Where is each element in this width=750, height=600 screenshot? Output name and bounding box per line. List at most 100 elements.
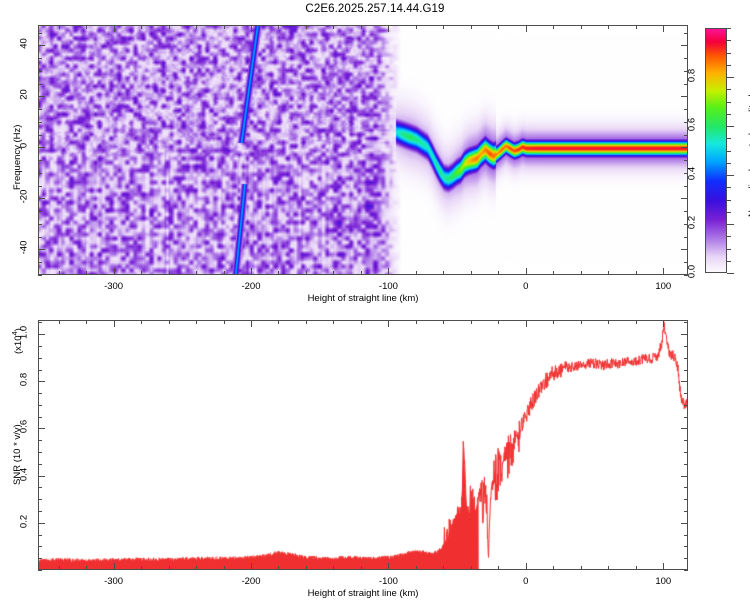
axis-tick	[58, 271, 60, 275]
axis-tick	[58, 25, 60, 29]
axis-tick	[684, 499, 688, 501]
axis-tick	[727, 248, 731, 250]
axis-tick	[663, 268, 665, 275]
axis-tick	[415, 320, 417, 324]
axis-tick	[684, 58, 688, 60]
axis-tick	[388, 25, 390, 32]
axis-tick	[38, 223, 42, 225]
axis-tick	[223, 566, 225, 570]
axis-tick	[684, 369, 688, 371]
axis-tick	[388, 320, 390, 327]
axis-tick	[681, 249, 688, 251]
axis-tick	[38, 404, 42, 406]
axis-tick	[113, 563, 115, 570]
axis-tick	[38, 70, 42, 72]
axis-tick	[663, 320, 665, 327]
axis-tick	[684, 134, 688, 136]
axis-tick	[38, 83, 42, 85]
axis-tick	[38, 160, 42, 162]
axis-tick	[684, 70, 688, 72]
axis-tick	[663, 563, 665, 570]
axis-tick	[608, 25, 610, 29]
axis-tick	[38, 475, 45, 477]
axis-tick	[415, 25, 417, 29]
colorbar-tick-label: 0.4	[686, 166, 698, 181]
axis-tick	[470, 320, 472, 324]
axis-tick	[86, 320, 88, 324]
axis-tick	[388, 268, 390, 275]
axis-tick	[663, 25, 665, 32]
axis-tick	[38, 381, 45, 383]
axis-tick	[38, 45, 45, 47]
axis-tick	[635, 566, 637, 570]
y-tick-label: -40	[18, 241, 30, 255]
axis-tick	[305, 271, 307, 275]
axis-tick	[684, 558, 688, 560]
axis-tick	[251, 268, 252, 275]
axis-tick	[684, 546, 688, 548]
spectrogram-canvas	[39, 26, 687, 274]
axis-tick	[196, 320, 198, 324]
axis-tick	[498, 320, 500, 324]
axis-tick	[727, 224, 734, 225]
axis-tick	[681, 475, 688, 477]
spectrogram-axes	[38, 25, 688, 275]
axis-tick	[727, 77, 734, 78]
axis-tick	[684, 487, 688, 489]
colorbar-canvas	[706, 29, 726, 272]
axis-tick	[38, 236, 42, 238]
axis-tick	[727, 273, 734, 274]
axis-tick	[360, 320, 362, 324]
axis-tick	[38, 499, 42, 501]
axis-tick	[727, 113, 731, 115]
axis-tick	[223, 271, 225, 275]
axis-tick	[141, 566, 143, 570]
axis-tick	[333, 25, 335, 29]
y-tick-label: 0.8	[18, 373, 30, 387]
axis-tick	[443, 25, 445, 29]
x-tick-label: -200	[241, 576, 261, 587]
axis-tick	[168, 320, 170, 324]
axis-tick	[360, 271, 362, 275]
axis-tick	[251, 25, 252, 32]
axis-tick	[278, 271, 280, 275]
axis-tick	[684, 440, 688, 442]
axis-tick	[38, 393, 42, 395]
axis-tick	[86, 25, 88, 29]
page-title: C2E6.2025.257.14.44.G19	[305, 3, 445, 15]
colorbar-tick-label: 0.2	[686, 215, 698, 230]
axis-tick	[684, 109, 688, 111]
axis-tick	[251, 563, 252, 570]
axis-tick	[727, 52, 731, 54]
y-tick-label: 40	[18, 38, 30, 50]
axis-tick	[38, 121, 42, 123]
spectrogram-xlabel: Height of straight line (km)	[307, 293, 419, 304]
spectrogram-ylabel: Frequency (Hz)	[12, 124, 23, 190]
axis-tick	[196, 25, 198, 29]
axis-tick	[38, 275, 42, 276]
axis-tick	[141, 25, 143, 29]
axis-tick	[580, 271, 582, 275]
axis-tick	[684, 160, 688, 162]
colorbar-axes	[705, 28, 727, 273]
snr-exponent-power: 4	[10, 331, 19, 336]
colorbar-tick-label: 0.6	[686, 117, 698, 132]
axis-tick	[580, 566, 582, 570]
axis-tick	[38, 522, 45, 524]
axis-tick	[684, 185, 688, 187]
axis-tick	[58, 320, 60, 324]
axis-tick	[727, 150, 731, 152]
axis-tick	[727, 101, 731, 103]
x-tick-label: -300	[104, 281, 124, 292]
axis-tick	[38, 58, 42, 60]
axis-tick	[635, 271, 637, 275]
axis-tick	[278, 25, 280, 29]
axis-tick	[305, 25, 307, 29]
axis-tick	[727, 199, 731, 201]
axis-tick	[415, 566, 417, 570]
axis-tick	[360, 566, 362, 570]
axis-tick	[684, 83, 688, 85]
axis-tick	[38, 440, 42, 442]
axis-tick	[553, 25, 555, 29]
axis-tick	[727, 40, 731, 42]
